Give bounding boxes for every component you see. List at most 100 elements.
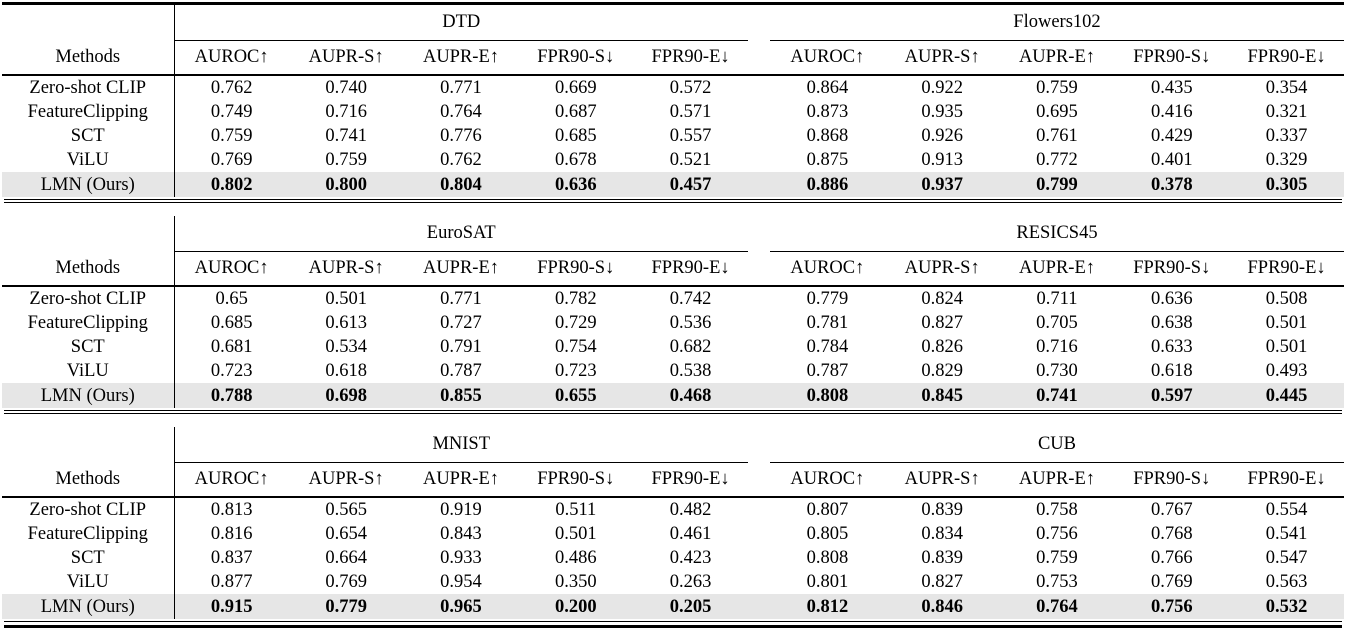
metric-value: 0.826 bbox=[921, 337, 963, 357]
metric-header-row: Methods AUROC↑ AUPR-S↑ AUPR-E↑ FPR90-S↓ … bbox=[2, 251, 1344, 287]
metric-value: 0.805 bbox=[806, 524, 849, 544]
metric-value: 0.729 bbox=[554, 313, 597, 333]
results-table: MNIST CUB Methods AUROC↑ AUPR-S↑ AUPR-E↑… bbox=[2, 427, 1344, 619]
metric-value: 0.538 bbox=[669, 361, 712, 381]
metric-header-aupr-s: AUPR-S↑ bbox=[288, 251, 404, 287]
metric-value: 0.521 bbox=[669, 150, 712, 170]
table-row: SCT 0.681 0.534 0.791 0.754 0.682 0.784 … bbox=[2, 335, 1344, 359]
metric-header-auroc: AUROC↑ bbox=[174, 40, 289, 76]
metric-header-aupr-e: AUPR-E↑ bbox=[403, 40, 519, 76]
dataset-header-right: RESICS45 bbox=[769, 216, 1344, 252]
table-row: SCT 0.759 0.741 0.776 0.685 0.557 0.868 … bbox=[2, 124, 1344, 148]
table-row: Zero-shot CLIP 0.813 0.565 0.919 0.511 0… bbox=[2, 497, 1344, 522]
metric-header-fpr90-e: FPR90-E↓ bbox=[633, 251, 748, 287]
table-row: LMN (Ours) 0.915 0.779 0.965 0.200 0.205… bbox=[2, 594, 1344, 619]
metric-value: 0.762 bbox=[440, 150, 482, 170]
metric-value: 0.618 bbox=[1150, 361, 1193, 381]
metric-value: 0.563 bbox=[1265, 572, 1308, 592]
metric-value: 0.685 bbox=[210, 313, 253, 333]
metric-value: 0.759 bbox=[210, 126, 253, 146]
metric-header-fpr90-s: FPR90-S↓ bbox=[518, 251, 634, 287]
methods-column-header: Methods bbox=[2, 462, 175, 498]
metric-value: 0.501 bbox=[554, 524, 597, 544]
metric-value: 0.687 bbox=[554, 102, 597, 122]
metric-value: 0.868 bbox=[806, 126, 849, 146]
table-row: ViLU 0.877 0.769 0.954 0.350 0.263 0.801… bbox=[2, 570, 1344, 594]
column-gap bbox=[748, 546, 770, 570]
metric-value: 0.933 bbox=[440, 548, 482, 568]
metric-value: 0.681 bbox=[210, 337, 253, 357]
table-row: Zero-shot CLIP 0.762 0.740 0.771 0.669 0… bbox=[2, 75, 1344, 100]
metric-header-fpr90-e: FPR90-E↓ bbox=[633, 462, 748, 498]
metric-header-auroc: AUROC↑ bbox=[174, 462, 289, 498]
metric-value: 0.800 bbox=[288, 172, 404, 197]
metric-value: 0.771 bbox=[440, 78, 482, 98]
metric-header-aupr-e: AUPR-E↑ bbox=[999, 462, 1115, 498]
metric-value: 0.416 bbox=[1150, 102, 1193, 122]
method-name: ViLU bbox=[2, 359, 175, 383]
table-row: LMN (Ours) 0.788 0.698 0.855 0.655 0.468… bbox=[2, 383, 1344, 408]
metric-value: 0.572 bbox=[669, 78, 712, 98]
metric-value: 0.829 bbox=[921, 361, 963, 381]
table-row: FeatureClipping 0.749 0.716 0.764 0.687 … bbox=[2, 100, 1344, 124]
column-gap bbox=[748, 522, 770, 546]
column-gap bbox=[748, 216, 770, 252]
metric-value: 0.716 bbox=[325, 102, 367, 122]
metric-value: 0.633 bbox=[1150, 337, 1193, 357]
metric-value: 0.654 bbox=[325, 524, 367, 544]
corner-cell bbox=[2, 216, 175, 252]
column-gap bbox=[748, 124, 770, 148]
column-gap bbox=[747, 383, 770, 408]
table-body: Zero-shot CLIP 0.762 0.740 0.771 0.669 0… bbox=[2, 75, 1344, 197]
metric-value: 0.802 bbox=[174, 172, 289, 197]
metric-value: 0.423 bbox=[669, 548, 712, 568]
metric-value: 0.547 bbox=[1265, 548, 1308, 568]
metric-header-aupr-s: AUPR-S↑ bbox=[288, 462, 404, 498]
metric-value: 0.781 bbox=[806, 313, 849, 333]
metric-value: 0.200 bbox=[518, 594, 634, 619]
method-name: SCT bbox=[2, 546, 175, 570]
metric-value: 0.493 bbox=[1265, 361, 1308, 381]
metric-value: 0.769 bbox=[210, 150, 253, 170]
metric-value: 0.350 bbox=[554, 572, 597, 592]
metric-header-aupr-e: AUPR-E↑ bbox=[403, 462, 519, 498]
metric-value: 0.965 bbox=[403, 594, 519, 619]
column-gap bbox=[747, 251, 770, 287]
metric-value: 0.636 bbox=[1150, 289, 1193, 309]
metric-value: 0.834 bbox=[921, 524, 963, 544]
metric-value: 0.756 bbox=[1036, 524, 1078, 544]
metric-value: 0.886 bbox=[769, 172, 885, 197]
method-name: Zero-shot CLIP bbox=[2, 75, 175, 100]
table-row: LMN (Ours) 0.802 0.800 0.804 0.636 0.457… bbox=[2, 172, 1344, 197]
table-row: ViLU 0.723 0.618 0.787 0.723 0.538 0.787… bbox=[2, 359, 1344, 383]
metric-value: 0.764 bbox=[440, 102, 482, 122]
metric-value: 0.723 bbox=[210, 361, 253, 381]
section-separator-rule bbox=[4, 410, 1342, 414]
column-gap bbox=[748, 148, 770, 172]
table-body: Zero-shot CLIP 0.813 0.565 0.919 0.511 0… bbox=[2, 497, 1344, 619]
column-gap bbox=[748, 427, 770, 463]
metric-value: 0.843 bbox=[440, 524, 482, 544]
metric-value: 0.813 bbox=[210, 500, 253, 520]
column-gap bbox=[748, 311, 770, 335]
metric-header-aupr-s: AUPR-S↑ bbox=[288, 40, 404, 76]
metric-header-row: Methods AUROC↑ AUPR-S↑ AUPR-E↑ FPR90-S↓ … bbox=[2, 40, 1344, 76]
metric-value: 0.685 bbox=[554, 126, 597, 146]
metric-header-fpr90-e: FPR90-E↓ bbox=[1229, 462, 1344, 498]
method-name: Zero-shot CLIP bbox=[2, 497, 175, 522]
metric-value: 0.776 bbox=[440, 126, 482, 146]
metric-header-fpr90-s: FPR90-S↓ bbox=[1114, 40, 1230, 76]
method-name: Zero-shot CLIP bbox=[2, 286, 175, 311]
table-row: Zero-shot CLIP 0.65 0.501 0.771 0.782 0.… bbox=[2, 286, 1344, 311]
method-name: FeatureClipping bbox=[2, 100, 175, 124]
metric-value: 0.501 bbox=[1265, 337, 1308, 357]
metric-value: 0.711 bbox=[1036, 289, 1078, 309]
metric-header-aupr-s: AUPR-S↑ bbox=[884, 251, 1000, 287]
metric-value: 0.919 bbox=[440, 500, 482, 520]
metric-value: 0.65 bbox=[215, 289, 248, 309]
metric-value: 0.769 bbox=[325, 572, 367, 592]
metric-value: 0.655 bbox=[518, 383, 634, 408]
column-gap bbox=[748, 497, 770, 522]
metric-value: 0.741 bbox=[999, 383, 1115, 408]
method-name: LMN (Ours) bbox=[2, 383, 175, 408]
